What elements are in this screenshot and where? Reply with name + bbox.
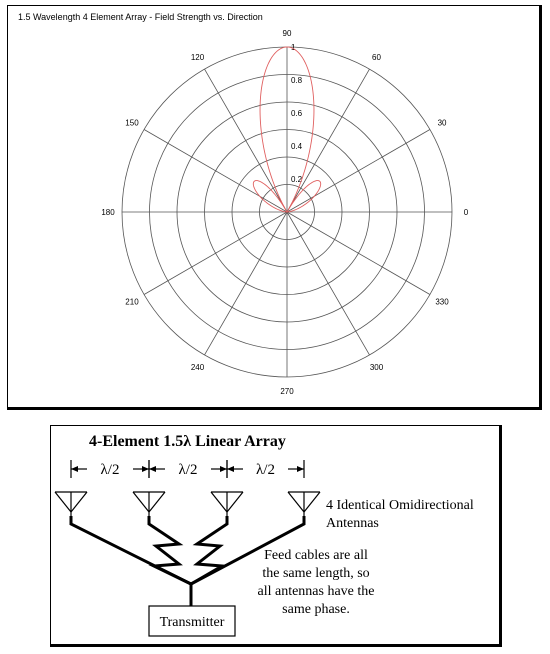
radial-tick-label: 1 <box>291 43 296 52</box>
radial-tick-label: 0.6 <box>291 109 303 118</box>
angle-tick-label: 0 <box>464 208 469 217</box>
transmitter-box <box>148 605 236 637</box>
polar-chart-panel: 1.5 Wavelength 4 Element Array - Field S… <box>7 5 542 410</box>
antenna-icon <box>210 491 244 516</box>
angle-tick-label: 300 <box>370 363 384 372</box>
angle-tick-label: 120 <box>191 53 205 62</box>
angle-tick-label: 270 <box>280 387 294 396</box>
antenna-icon <box>54 491 88 516</box>
polar-angle-labels: 0 30 60 90 120 150 180 210 240 270 300 330 <box>101 29 468 396</box>
antennas <box>54 491 321 516</box>
array-diagram-panel: 4-Element 1.5λ Linear Array λ/2 λ/2 λ/2 4 … <box>50 425 502 647</box>
spacing-marker: λ/2 <box>226 460 305 478</box>
chart-title: 1.5 Wavelength 4 Element Array - Field S… <box>18 12 263 22</box>
angle-tick-label: 150 <box>125 119 139 128</box>
grid-spoke <box>286 211 370 356</box>
angle-tick-label: 30 <box>438 119 447 128</box>
angle-tick-label: 90 <box>283 29 292 38</box>
spacing-marker: λ/2 <box>148 460 228 478</box>
antenna-icon <box>287 491 321 516</box>
spacing-marker: λ/2 <box>70 460 150 478</box>
angle-tick-label: 60 <box>372 53 381 62</box>
grid-spoke <box>286 68 370 213</box>
feed-cables <box>69 516 306 606</box>
feed-cable-2 <box>147 516 192 586</box>
diagram-title: 4-Element 1.5λ Linear Array <box>89 433 286 450</box>
grid-spoke <box>143 211 288 295</box>
array-diagram: 4-Element 1.5λ Linear Array λ/2 λ/2 λ/2 4 … <box>54 433 474 637</box>
feed-cable-4 <box>190 516 306 586</box>
polar-grid <box>121 46 453 378</box>
field-pattern-line <box>252 46 322 213</box>
feed-note: Feed cables are all the same length, so … <box>257 548 374 617</box>
feed-note-line1: Feed cables are all <box>264 548 368 563</box>
grid-spoke <box>286 211 431 295</box>
spacing-label: λ/2 <box>179 462 198 478</box>
antenna-icon <box>132 491 166 516</box>
angle-tick-label: 240 <box>191 363 205 372</box>
antenna-label-line2: Antennas <box>326 516 379 531</box>
antenna-label-line1: 4 Identical Omidirectional <box>326 498 474 513</box>
grid-spoke <box>204 211 288 356</box>
feed-note-line3: all antennas have the <box>257 584 374 599</box>
feed-note-line4: same phase. <box>282 602 350 617</box>
transmitter-label: Transmitter <box>160 615 225 630</box>
feed-cable-1 <box>69 516 192 586</box>
spacing-markers: λ/2 λ/2 λ/2 <box>70 460 305 478</box>
spacing-label: λ/2 <box>256 462 275 478</box>
angle-tick-label: 180 <box>101 208 115 217</box>
grid-spoke <box>143 129 288 213</box>
feed-note-line2: the same length, so <box>262 566 369 581</box>
spacing-label: λ/2 <box>101 462 120 478</box>
angle-tick-label: 210 <box>125 298 139 307</box>
grid-spoke <box>286 129 431 213</box>
radial-tick-label: 0.4 <box>291 142 303 151</box>
angle-tick-label: 330 <box>435 298 449 307</box>
grid-spoke <box>204 68 288 213</box>
radial-tick-label: 0.2 <box>291 175 303 184</box>
radial-tick-label: 0.8 <box>291 76 303 85</box>
polar-series <box>252 46 322 213</box>
polar-radial-labels: 0.2 0.4 0.6 0.8 1 <box>291 43 303 184</box>
